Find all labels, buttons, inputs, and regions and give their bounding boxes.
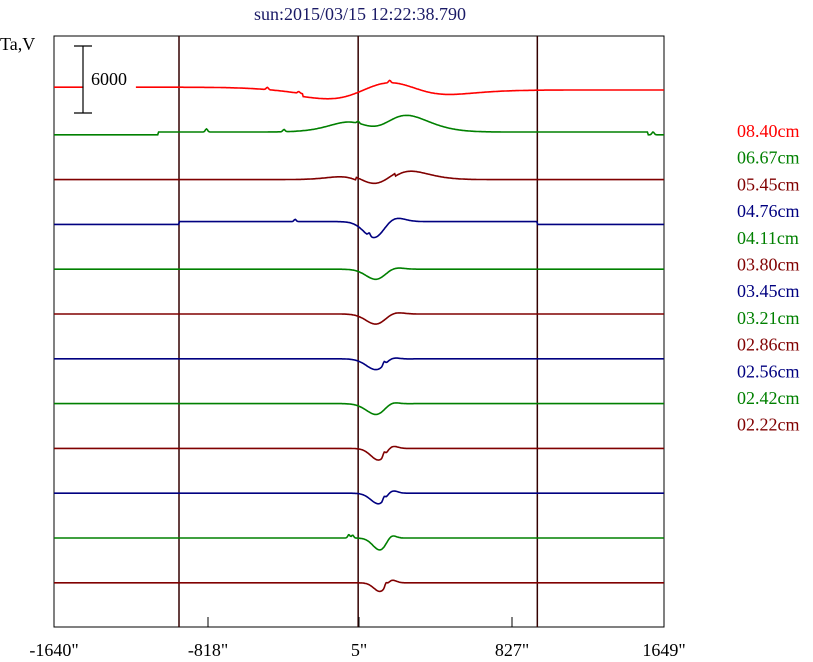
legend-entry-06.67cm: 06.67cm [737,148,800,168]
x-tick-label-0: -1640" [29,640,78,660]
trace-04.76cm [54,217,664,239]
trace-06.67cm [54,114,664,136]
legend-entry-05.45cm: 05.45cm [737,174,800,194]
legend-entry-02.56cm: 02.56cm [737,361,800,381]
trace-02.22cm [54,579,664,593]
legend-entry-03.21cm: 03.21cm [737,308,800,328]
trace-02.42cm [54,533,664,551]
x-tick-label-3: 827" [495,640,529,660]
legend-entry-02.42cm: 02.42cm [737,388,800,408]
traces [54,79,664,593]
legend-entry-03.80cm: 03.80cm [737,255,800,275]
legend-entry-02.86cm: 02.86cm [737,335,800,355]
x-tick-label-2: 5" [351,640,367,660]
vertical-lines [178,36,539,627]
scale-bar: 6000 [74,45,127,114]
trace-03.21cm [54,402,664,416]
trace-02.56cm [54,490,664,505]
trace-03.45cm [54,357,664,371]
y-axis-label: Ta,V [0,34,35,54]
scale-bar-label: 6000 [91,69,127,89]
trace-03.80cm [54,312,664,325]
x-axis-ticks: -1640" -818" 5" 827" 1649" [29,617,686,660]
legend-entry-04.11cm: 04.11cm [737,228,799,248]
legend-entry-04.76cm: 04.76cm [737,201,800,221]
trace-04.11cm [54,267,664,281]
trace-08.40cm [54,79,664,100]
x-tick-label-1: -818" [188,640,228,660]
legend: 08.40cm 06.67cm 05.45cm 04.76cm 04.11cm 03.80… [737,121,800,435]
legend-entry-02.22cm: 02.22cm [737,415,800,435]
trace-02.86cm [54,445,664,461]
chart-title: sun:2015/03/15 12:22:38.790 [254,4,466,24]
trace-05.45cm [54,170,664,185]
legend-entry-03.45cm: 03.45cm [737,281,800,301]
legend-entry-08.40cm: 08.40cm [737,121,800,141]
x-tick-label-4: 1649" [642,640,685,660]
